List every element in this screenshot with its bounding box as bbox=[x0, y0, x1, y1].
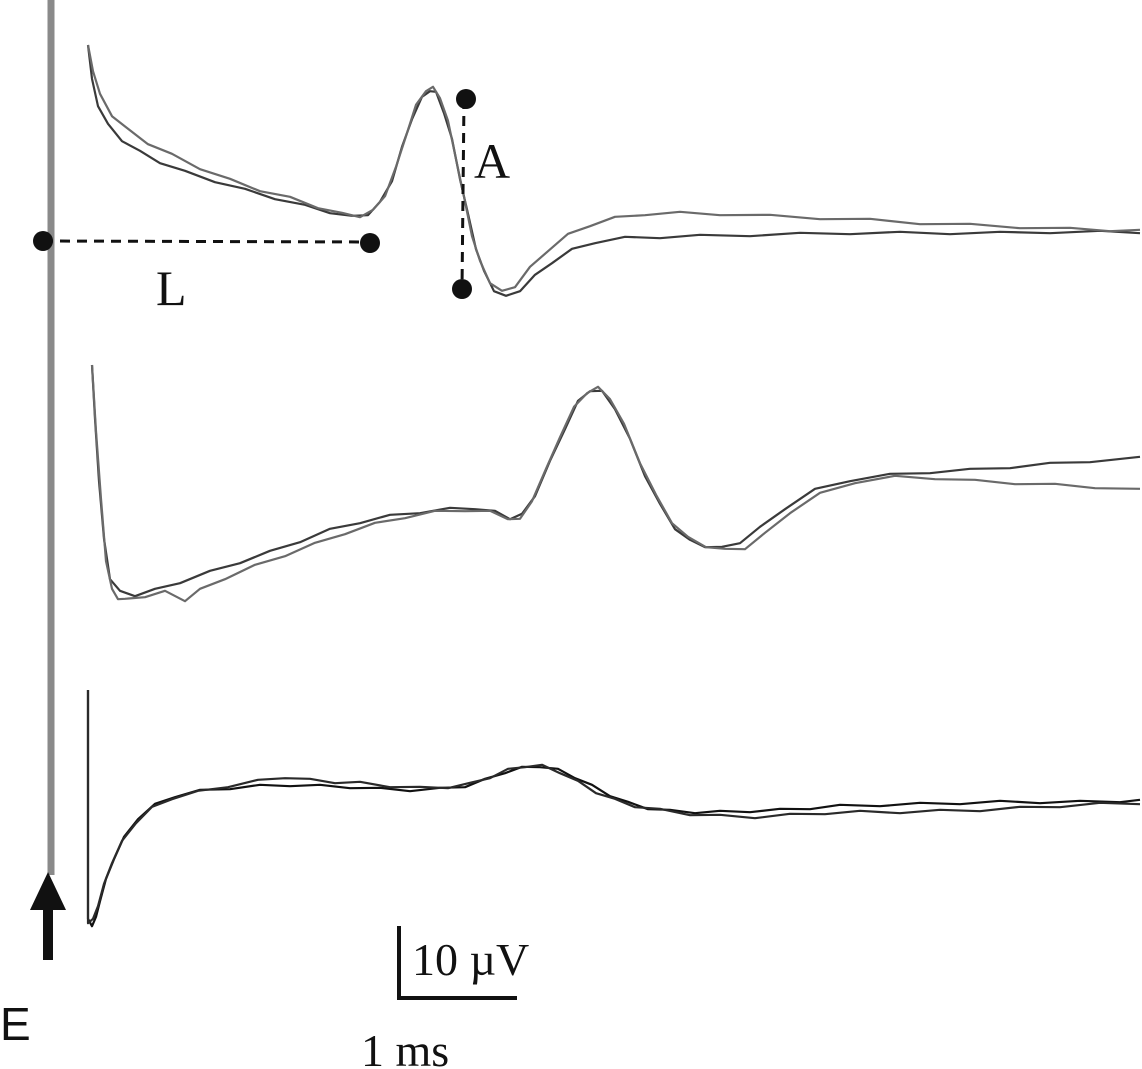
scale-bar: 10 µV 1 ms bbox=[361, 926, 529, 1069]
amplitude-dashed-line bbox=[460, 98, 466, 290]
latency-start-dot bbox=[33, 231, 53, 251]
scale-bar-voltage-label: 10 µV bbox=[412, 934, 529, 985]
trace-1-sweep-2 bbox=[86, 44, 1141, 292]
trace-2 bbox=[90, 364, 1141, 603]
trace-1 bbox=[86, 44, 1141, 297]
stimulus-label: E bbox=[0, 998, 31, 1050]
amplitude-annotation: A bbox=[452, 89, 510, 299]
scale-bar-time-label: 1 ms bbox=[361, 1025, 449, 1069]
latency-annotation: L bbox=[33, 231, 380, 316]
amplitude-bottom-dot bbox=[452, 279, 472, 299]
latency-end-dot bbox=[360, 233, 380, 253]
traces bbox=[86, 44, 1141, 928]
trace-2-sweep-2 bbox=[90, 364, 1141, 603]
latency-label: L bbox=[156, 260, 187, 316]
amplitude-top-dot bbox=[456, 89, 476, 109]
amplitude-label: A bbox=[474, 133, 510, 189]
trace-3-sweep-2 bbox=[86, 690, 1141, 925]
trace-3 bbox=[86, 690, 1141, 928]
stimulus-arrow-icon bbox=[30, 872, 66, 960]
latency-dashed-line bbox=[42, 239, 371, 244]
